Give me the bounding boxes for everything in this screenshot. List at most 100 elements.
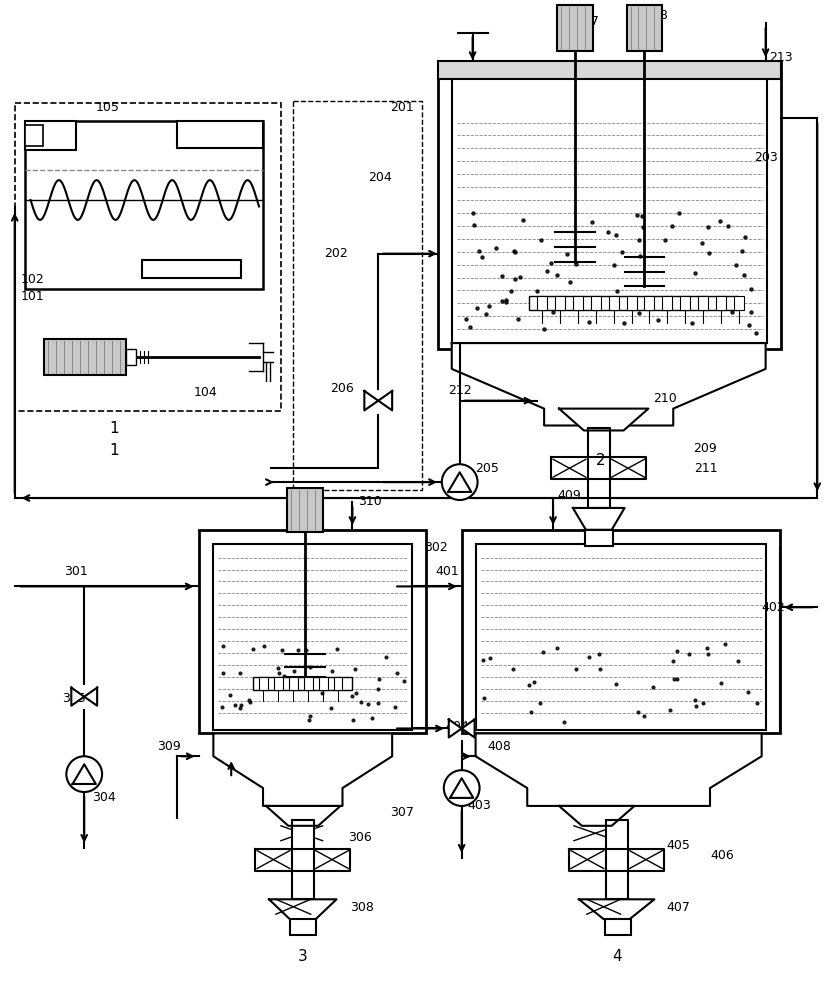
Point — [713, 675, 726, 691]
Point — [743, 304, 756, 320]
Polygon shape — [268, 899, 336, 919]
Polygon shape — [558, 409, 647, 430]
Bar — [253, 677, 352, 690]
Point — [666, 653, 679, 669]
Point — [511, 311, 524, 327]
Bar — [537, 296, 546, 310]
Text: 2: 2 — [595, 453, 604, 468]
Point — [345, 688, 359, 704]
Point — [557, 714, 570, 730]
Point — [388, 699, 402, 715]
Polygon shape — [291, 820, 313, 899]
Circle shape — [443, 770, 479, 806]
Point — [397, 673, 410, 689]
Point — [608, 676, 621, 692]
Point — [665, 218, 678, 234]
Point — [651, 312, 664, 328]
Polygon shape — [451, 343, 765, 426]
Point — [693, 291, 706, 307]
Point — [276, 642, 289, 658]
Point — [258, 638, 271, 654]
Point — [489, 240, 503, 256]
Polygon shape — [255, 849, 350, 871]
Bar — [437, 61, 780, 79]
Point — [299, 642, 312, 658]
Point — [246, 641, 259, 657]
Point — [233, 665, 246, 681]
Bar — [733, 296, 743, 310]
Point — [550, 267, 563, 283]
Point — [729, 257, 742, 273]
Bar — [200, 530, 426, 733]
Polygon shape — [378, 391, 392, 410]
Point — [688, 692, 701, 708]
Point — [534, 232, 547, 248]
Point — [371, 681, 384, 697]
Point — [734, 243, 747, 259]
Text: 402: 402 — [761, 601, 784, 614]
Point — [508, 271, 521, 287]
Point — [749, 695, 763, 711]
Point — [593, 661, 606, 677]
Bar — [286, 488, 322, 532]
Point — [633, 248, 646, 264]
Text: 1: 1 — [109, 421, 118, 436]
Bar — [25, 125, 42, 146]
Bar — [528, 296, 737, 310]
Point — [516, 212, 529, 228]
Bar — [290, 919, 315, 935]
Point — [302, 712, 315, 728]
Point — [216, 665, 229, 681]
Bar — [626, 296, 636, 310]
Point — [717, 636, 730, 652]
Text: 404: 404 — [445, 720, 469, 733]
Point — [349, 685, 362, 701]
Bar — [604, 919, 630, 935]
Text: 101: 101 — [21, 290, 45, 303]
Bar — [451, 75, 766, 343]
Point — [591, 646, 604, 662]
Point — [466, 205, 479, 221]
Polygon shape — [605, 820, 627, 899]
Point — [214, 699, 228, 715]
Point — [601, 224, 614, 240]
Point — [738, 229, 751, 245]
Point — [371, 695, 384, 711]
Bar — [643, 296, 653, 310]
Point — [667, 671, 680, 687]
Point — [740, 684, 753, 700]
Circle shape — [66, 756, 102, 792]
Point — [560, 246, 573, 262]
Point — [365, 710, 378, 726]
Point — [532, 695, 546, 711]
Point — [725, 304, 739, 320]
Point — [272, 665, 285, 681]
Point — [527, 674, 540, 690]
Bar — [288, 677, 297, 690]
Point — [389, 665, 402, 681]
Point — [495, 268, 508, 284]
Point — [536, 644, 549, 660]
Point — [540, 298, 553, 314]
Point — [354, 694, 368, 710]
Text: 406: 406 — [709, 849, 733, 862]
Text: 302: 302 — [423, 541, 447, 554]
Text: 305: 305 — [62, 692, 86, 705]
Polygon shape — [84, 688, 97, 706]
Bar — [680, 296, 689, 310]
Point — [499, 294, 513, 310]
Point — [615, 244, 628, 260]
Bar — [333, 677, 342, 690]
Point — [590, 300, 603, 316]
Text: 207: 207 — [575, 15, 598, 28]
Text: 201: 201 — [390, 101, 413, 114]
Polygon shape — [266, 806, 340, 826]
Point — [696, 695, 709, 711]
Point — [508, 244, 521, 260]
Point — [712, 213, 725, 229]
Bar — [176, 121, 262, 148]
Bar — [590, 296, 600, 310]
Point — [669, 671, 682, 687]
Point — [700, 640, 713, 656]
Bar — [318, 677, 327, 690]
